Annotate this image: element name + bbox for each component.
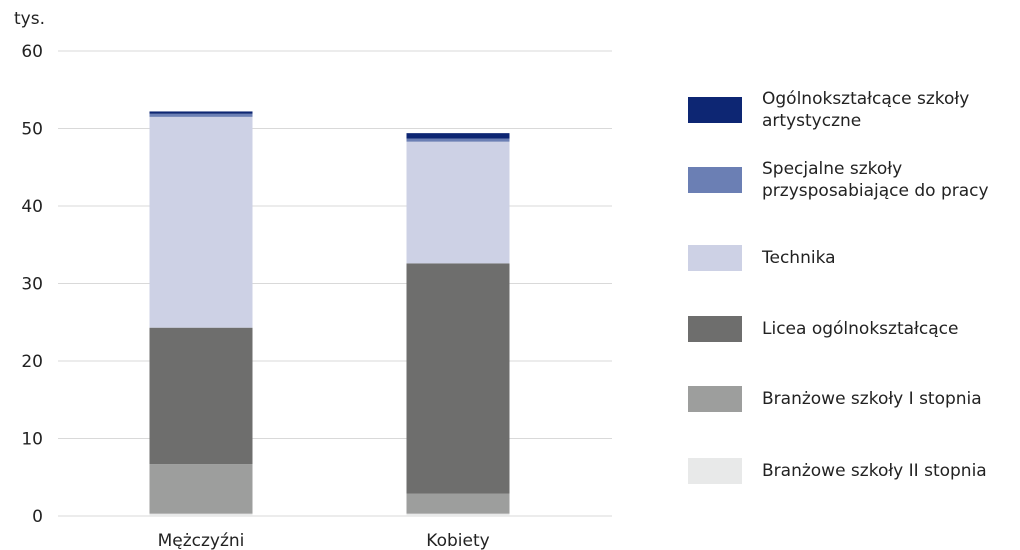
bar-segment-0-4 (149, 113, 253, 117)
bar-segment-1-5 (406, 133, 510, 139)
y-tick-label-40: 40 (21, 197, 43, 217)
gridlines (58, 50, 612, 517)
legend-item-4: Specjalne szkoły przysposabiające do pra… (688, 158, 1020, 202)
legend-item-0: Branżowe szkoły II stopnia (688, 458, 1020, 484)
x-axis-labels: Mężczyźni Kobiety (158, 531, 490, 550)
legend-item-2: Licea ogólnokształcące (688, 316, 1020, 342)
bar-segment-0-1 (149, 464, 253, 514)
legend-label-4: Specjalne szkoły przysposabiające do pra… (762, 159, 989, 201)
legend-item-3: Technika (688, 245, 1020, 271)
bars (149, 111, 510, 516)
bar-segment-1-2 (406, 263, 510, 494)
bar-segment-1-1 (406, 493, 510, 514)
bar-segment-0-3 (149, 116, 253, 328)
y-tick-label-20: 20 (21, 352, 43, 372)
bar-segment-1-4 (406, 138, 510, 142)
bar-segment-1-3 (406, 141, 510, 264)
legend-swatch-2 (688, 316, 742, 342)
legend-label-3: Technika (762, 248, 836, 268)
bar-segment-0-2 (149, 327, 253, 465)
y-tick-label-30: 30 (21, 275, 43, 295)
y-tick-label-50: 50 (21, 120, 43, 140)
x-category-label-0: Mężczyźni (158, 531, 245, 550)
y-tick-label-10: 10 (21, 430, 43, 450)
y-axis-unit-label: tys. (14, 9, 45, 29)
legend-label-0: Branżowe szkoły II stopnia (762, 461, 987, 481)
bar-segment-0-5 (149, 111, 253, 114)
x-category-label-1: Kobiety (426, 531, 489, 550)
legend-item-5: Ogólnokształcące szkoły artystyczne (688, 88, 1020, 132)
legend-label-5: Ogólnokształcące szkoły artystyczne (762, 89, 970, 131)
y-axis-ticks: 0 10 20 30 40 50 60 (21, 42, 43, 527)
y-tick-label-60: 60 (21, 42, 43, 62)
bar-segment-1-0 (406, 513, 510, 516)
legend-swatch-5 (688, 97, 742, 123)
legend-label-1: Branżowe szkoły I stopnia (762, 389, 982, 409)
legend-item-1: Branżowe szkoły I stopnia (688, 386, 1020, 412)
legend-swatch-0 (688, 458, 742, 484)
legend-label-2: Licea ogólnokształcące (762, 319, 959, 339)
bar-segment-0-0 (149, 513, 253, 516)
legend-swatch-4 (688, 167, 742, 193)
legend-swatch-1 (688, 386, 742, 412)
y-tick-label-0: 0 (32, 507, 43, 527)
legend-swatch-3 (688, 245, 742, 271)
